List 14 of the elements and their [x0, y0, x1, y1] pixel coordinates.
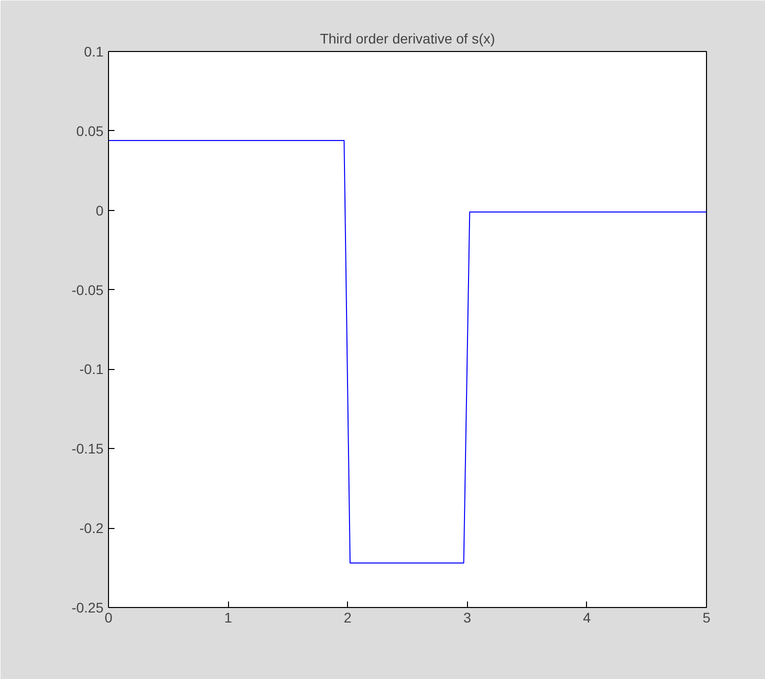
x-tick-label: 1: [224, 610, 232, 626]
y-tick-label: -0.1: [79, 361, 104, 378]
y-tick-label: -0.15: [72, 440, 104, 457]
y-tick-label: 0: [96, 202, 104, 218]
y-tick-label: 0.05: [76, 122, 104, 139]
y-tick-label: -0.25: [72, 600, 104, 616]
x-tick-label: 4: [583, 610, 592, 626]
y-tick-label: -0.2: [79, 520, 104, 536]
y-tick-label: 0.1: [84, 44, 104, 60]
x-tick-label: 3: [463, 610, 472, 626]
x-tick-label: 2: [344, 610, 352, 626]
y-tick-label: -0.05: [72, 282, 104, 298]
chart-title: Third order derivative of s(x): [320, 30, 496, 46]
x-tick-label: 5: [702, 610, 711, 626]
